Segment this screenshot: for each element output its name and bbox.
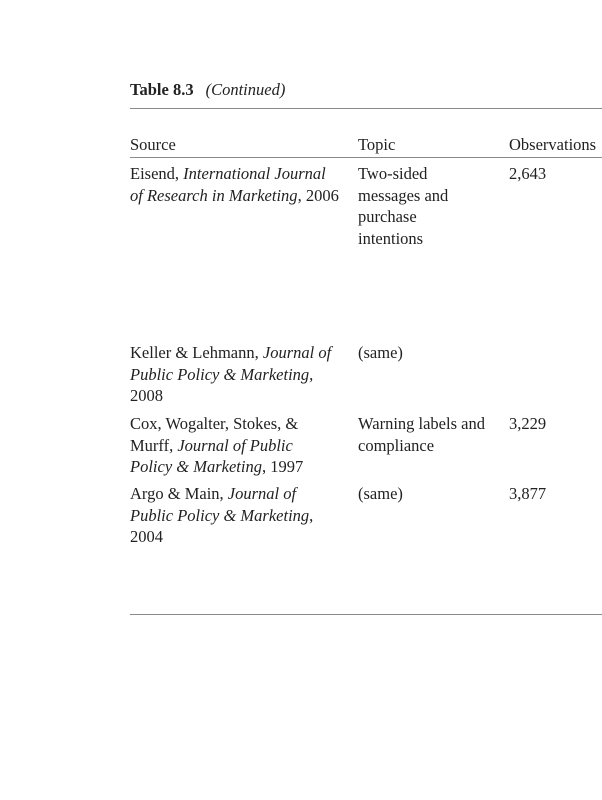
topic-cell: Warning labels and compliance (358, 414, 485, 455)
author: Cox, Wogalter, Stokes, & Murff, (130, 414, 299, 455)
journal: Journal of Public Policy & Marketing (130, 484, 310, 525)
bottom-rule (130, 614, 602, 615)
author: Eisend, (130, 164, 184, 183)
top-rule (130, 108, 602, 109)
topic-cell: (same) (358, 484, 403, 503)
journal: Journal of Public Policy & Marketing (130, 343, 332, 384)
topic-cell: (same) (358, 343, 403, 362)
observations-cell: 3,877 (509, 484, 547, 503)
header-observations: Observations (509, 135, 597, 154)
table-label: Table 8.3 (130, 80, 194, 99)
journal: International Journal of Research in Mar… (130, 164, 326, 205)
year: , 2006 (297, 185, 339, 205)
continued-note: (Continued) (205, 80, 286, 99)
table-caption: Table 8.3 (Continued) (130, 80, 285, 100)
observations-cell: 2,643 (509, 164, 547, 183)
author: Keller & Lehmann, (130, 343, 263, 362)
year: , 2008 (130, 364, 314, 406)
year: , 2004 (130, 505, 314, 547)
source-cell: Keller & Lehmann, Journal of Public Poli… (130, 342, 340, 407)
author: Argo & Main, (130, 484, 228, 503)
header-source: Source (130, 135, 176, 154)
source-cell: Argo & Main, Journal of Public Policy & … (130, 483, 325, 548)
journal: Journal of Public Policy & Marketing (130, 435, 293, 477)
topic-cell: Two-sided messages and purchase intentio… (358, 164, 449, 248)
header-topic: Topic (358, 135, 396, 154)
observations-cell: 3,229 (509, 414, 547, 433)
source-cell: Cox, Wogalter, Stokes, & Murff, Journal … (130, 413, 330, 478)
header-rule (130, 157, 602, 158)
year: , 1997 (261, 457, 304, 476)
source-cell: Eisend, International Journal of Researc… (130, 163, 340, 206)
